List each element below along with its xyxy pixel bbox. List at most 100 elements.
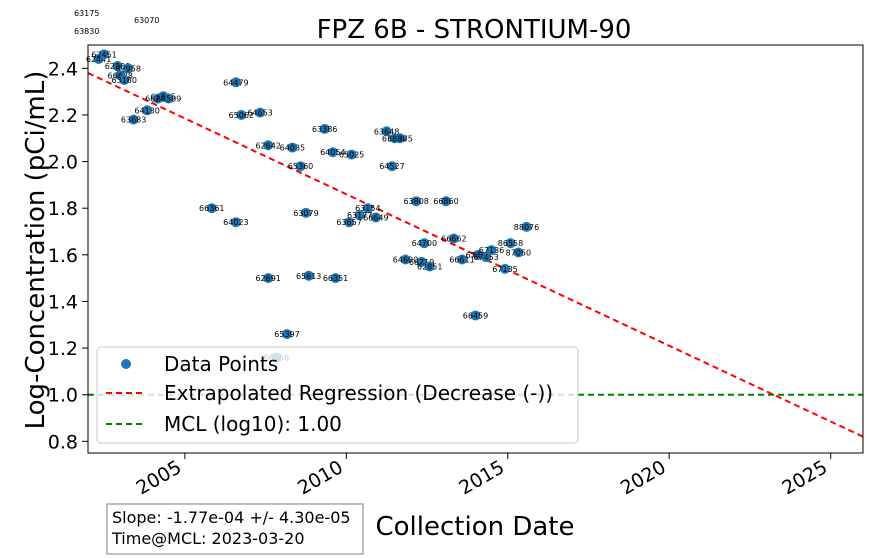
point-label: 63683 bbox=[121, 116, 146, 125]
data-point bbox=[142, 105, 153, 116]
data-point bbox=[119, 74, 130, 85]
point-label: 63386 bbox=[312, 125, 337, 134]
stats-slope: Slope: -1.77e-04 +/- 4.30e-05 bbox=[112, 508, 351, 527]
point-label: 67136 bbox=[479, 246, 504, 255]
point-label: 64130 bbox=[134, 106, 159, 115]
data-point bbox=[411, 196, 422, 207]
outside-label-3: 63830 bbox=[74, 27, 99, 36]
point-label: 65360 bbox=[288, 162, 313, 171]
point-label: 63079 bbox=[293, 209, 318, 218]
legend: Data Points Extrapolated Regression (Dec… bbox=[96, 346, 579, 444]
y-tick-label: 2.2 bbox=[48, 105, 78, 127]
data-point bbox=[486, 245, 497, 256]
point-label: 65062 bbox=[229, 111, 254, 120]
point-label: 62808 bbox=[105, 62, 130, 71]
data-point bbox=[295, 161, 306, 172]
point-label: 67445 bbox=[466, 251, 491, 260]
y-axis-label: Log-Concentration (pCi/mL) bbox=[21, 71, 51, 430]
data-point bbox=[473, 249, 484, 260]
point-label: 66361 bbox=[199, 204, 224, 213]
point-label: 64690 bbox=[393, 255, 418, 264]
point-label: 65613 bbox=[296, 272, 321, 281]
point-label: 66638 bbox=[108, 71, 133, 80]
data-point bbox=[370, 212, 381, 223]
data-point bbox=[344, 217, 355, 228]
point-label: 62851 bbox=[417, 262, 442, 271]
data-point bbox=[521, 221, 532, 232]
legend-box bbox=[96, 346, 579, 444]
point-label: 63880 bbox=[382, 134, 407, 143]
data-point bbox=[424, 261, 435, 272]
point-label: 64054 bbox=[320, 148, 345, 157]
y-tick-label: 2.4 bbox=[48, 58, 78, 80]
regression-line bbox=[87, 72, 864, 438]
data-point bbox=[354, 210, 365, 221]
point-label: 66719 bbox=[409, 258, 434, 267]
data-point bbox=[386, 161, 397, 172]
point-label: 66351 bbox=[323, 274, 348, 283]
data-point bbox=[456, 254, 467, 265]
data-point bbox=[163, 93, 174, 104]
point-label: 67135 bbox=[492, 265, 517, 274]
outside-label-1: 63175 bbox=[74, 9, 99, 18]
point-label: 64023 bbox=[223, 218, 248, 227]
outside-labels: 63175 63070 63830 bbox=[74, 9, 159, 36]
point-label: 65025 bbox=[339, 151, 364, 160]
point-label: 63177 bbox=[347, 211, 372, 220]
data-point bbox=[481, 252, 492, 263]
data-point bbox=[470, 310, 481, 321]
data-point bbox=[282, 329, 293, 340]
data-point bbox=[206, 203, 217, 214]
data-point bbox=[505, 238, 516, 249]
data-point bbox=[300, 207, 311, 218]
legend-marker-points bbox=[121, 359, 131, 369]
point-label: 66649 bbox=[363, 214, 388, 223]
point-label: 62642 bbox=[255, 141, 280, 150]
point-label: 87050 bbox=[506, 248, 531, 257]
data-point bbox=[263, 273, 274, 284]
point-label: 63180 bbox=[112, 76, 137, 85]
point-label: 62958 bbox=[115, 64, 140, 73]
point-label: 64035 bbox=[280, 144, 305, 153]
data-point bbox=[99, 49, 110, 60]
data-point bbox=[112, 60, 123, 71]
x-tick-label: 2025 bbox=[778, 456, 831, 499]
stats-time-at-mcl: Time@MCL: 2023-03-20 bbox=[111, 529, 305, 548]
data-point bbox=[419, 238, 430, 249]
point-label: 67453 bbox=[473, 253, 498, 262]
data-point bbox=[263, 140, 274, 151]
data-point bbox=[513, 247, 524, 258]
chart-title: FPZ 6B - STRONTIUM-90 bbox=[317, 15, 632, 45]
y-tick-label: 0.8 bbox=[48, 431, 78, 453]
data-point bbox=[152, 93, 163, 104]
point-label: 66611 bbox=[449, 255, 474, 264]
y-tick-label: 1.8 bbox=[48, 198, 78, 220]
x-tick-label: 2015 bbox=[455, 456, 508, 499]
data-point bbox=[500, 263, 511, 274]
data-point bbox=[389, 133, 400, 144]
point-label: 63509 bbox=[156, 95, 181, 104]
point-label: 63648 bbox=[374, 127, 399, 136]
point-label: 66662 bbox=[441, 235, 466, 244]
data-point bbox=[381, 126, 392, 137]
y-tick-label: 1.4 bbox=[48, 291, 78, 313]
point-label: 64653 bbox=[247, 109, 272, 118]
point-label: 64700 bbox=[412, 239, 437, 248]
data-point bbox=[236, 109, 247, 120]
data-point bbox=[448, 233, 459, 244]
point-label: 63657 bbox=[336, 218, 361, 227]
y-tick-label: 1.2 bbox=[48, 338, 78, 360]
legend-label-regression: Extrapolated Regression (Decrease (-)) bbox=[164, 381, 553, 405]
y-axis-ticks: 0.8 1.0 1.2 1.4 1.6 1.8 2.0 2.2 2.4 bbox=[48, 58, 88, 453]
y-tick-label: 1.0 bbox=[48, 385, 78, 407]
point-label: 63808 bbox=[403, 197, 428, 206]
point-label: 86558 bbox=[498, 239, 523, 248]
x-tick-label: 2020 bbox=[617, 456, 670, 499]
point-label: 63875 bbox=[387, 134, 412, 143]
data-point bbox=[346, 149, 357, 160]
point-label: 64527 bbox=[379, 162, 404, 171]
plot-frame bbox=[87, 44, 864, 454]
x-axis-label: Collection Date bbox=[375, 512, 574, 542]
